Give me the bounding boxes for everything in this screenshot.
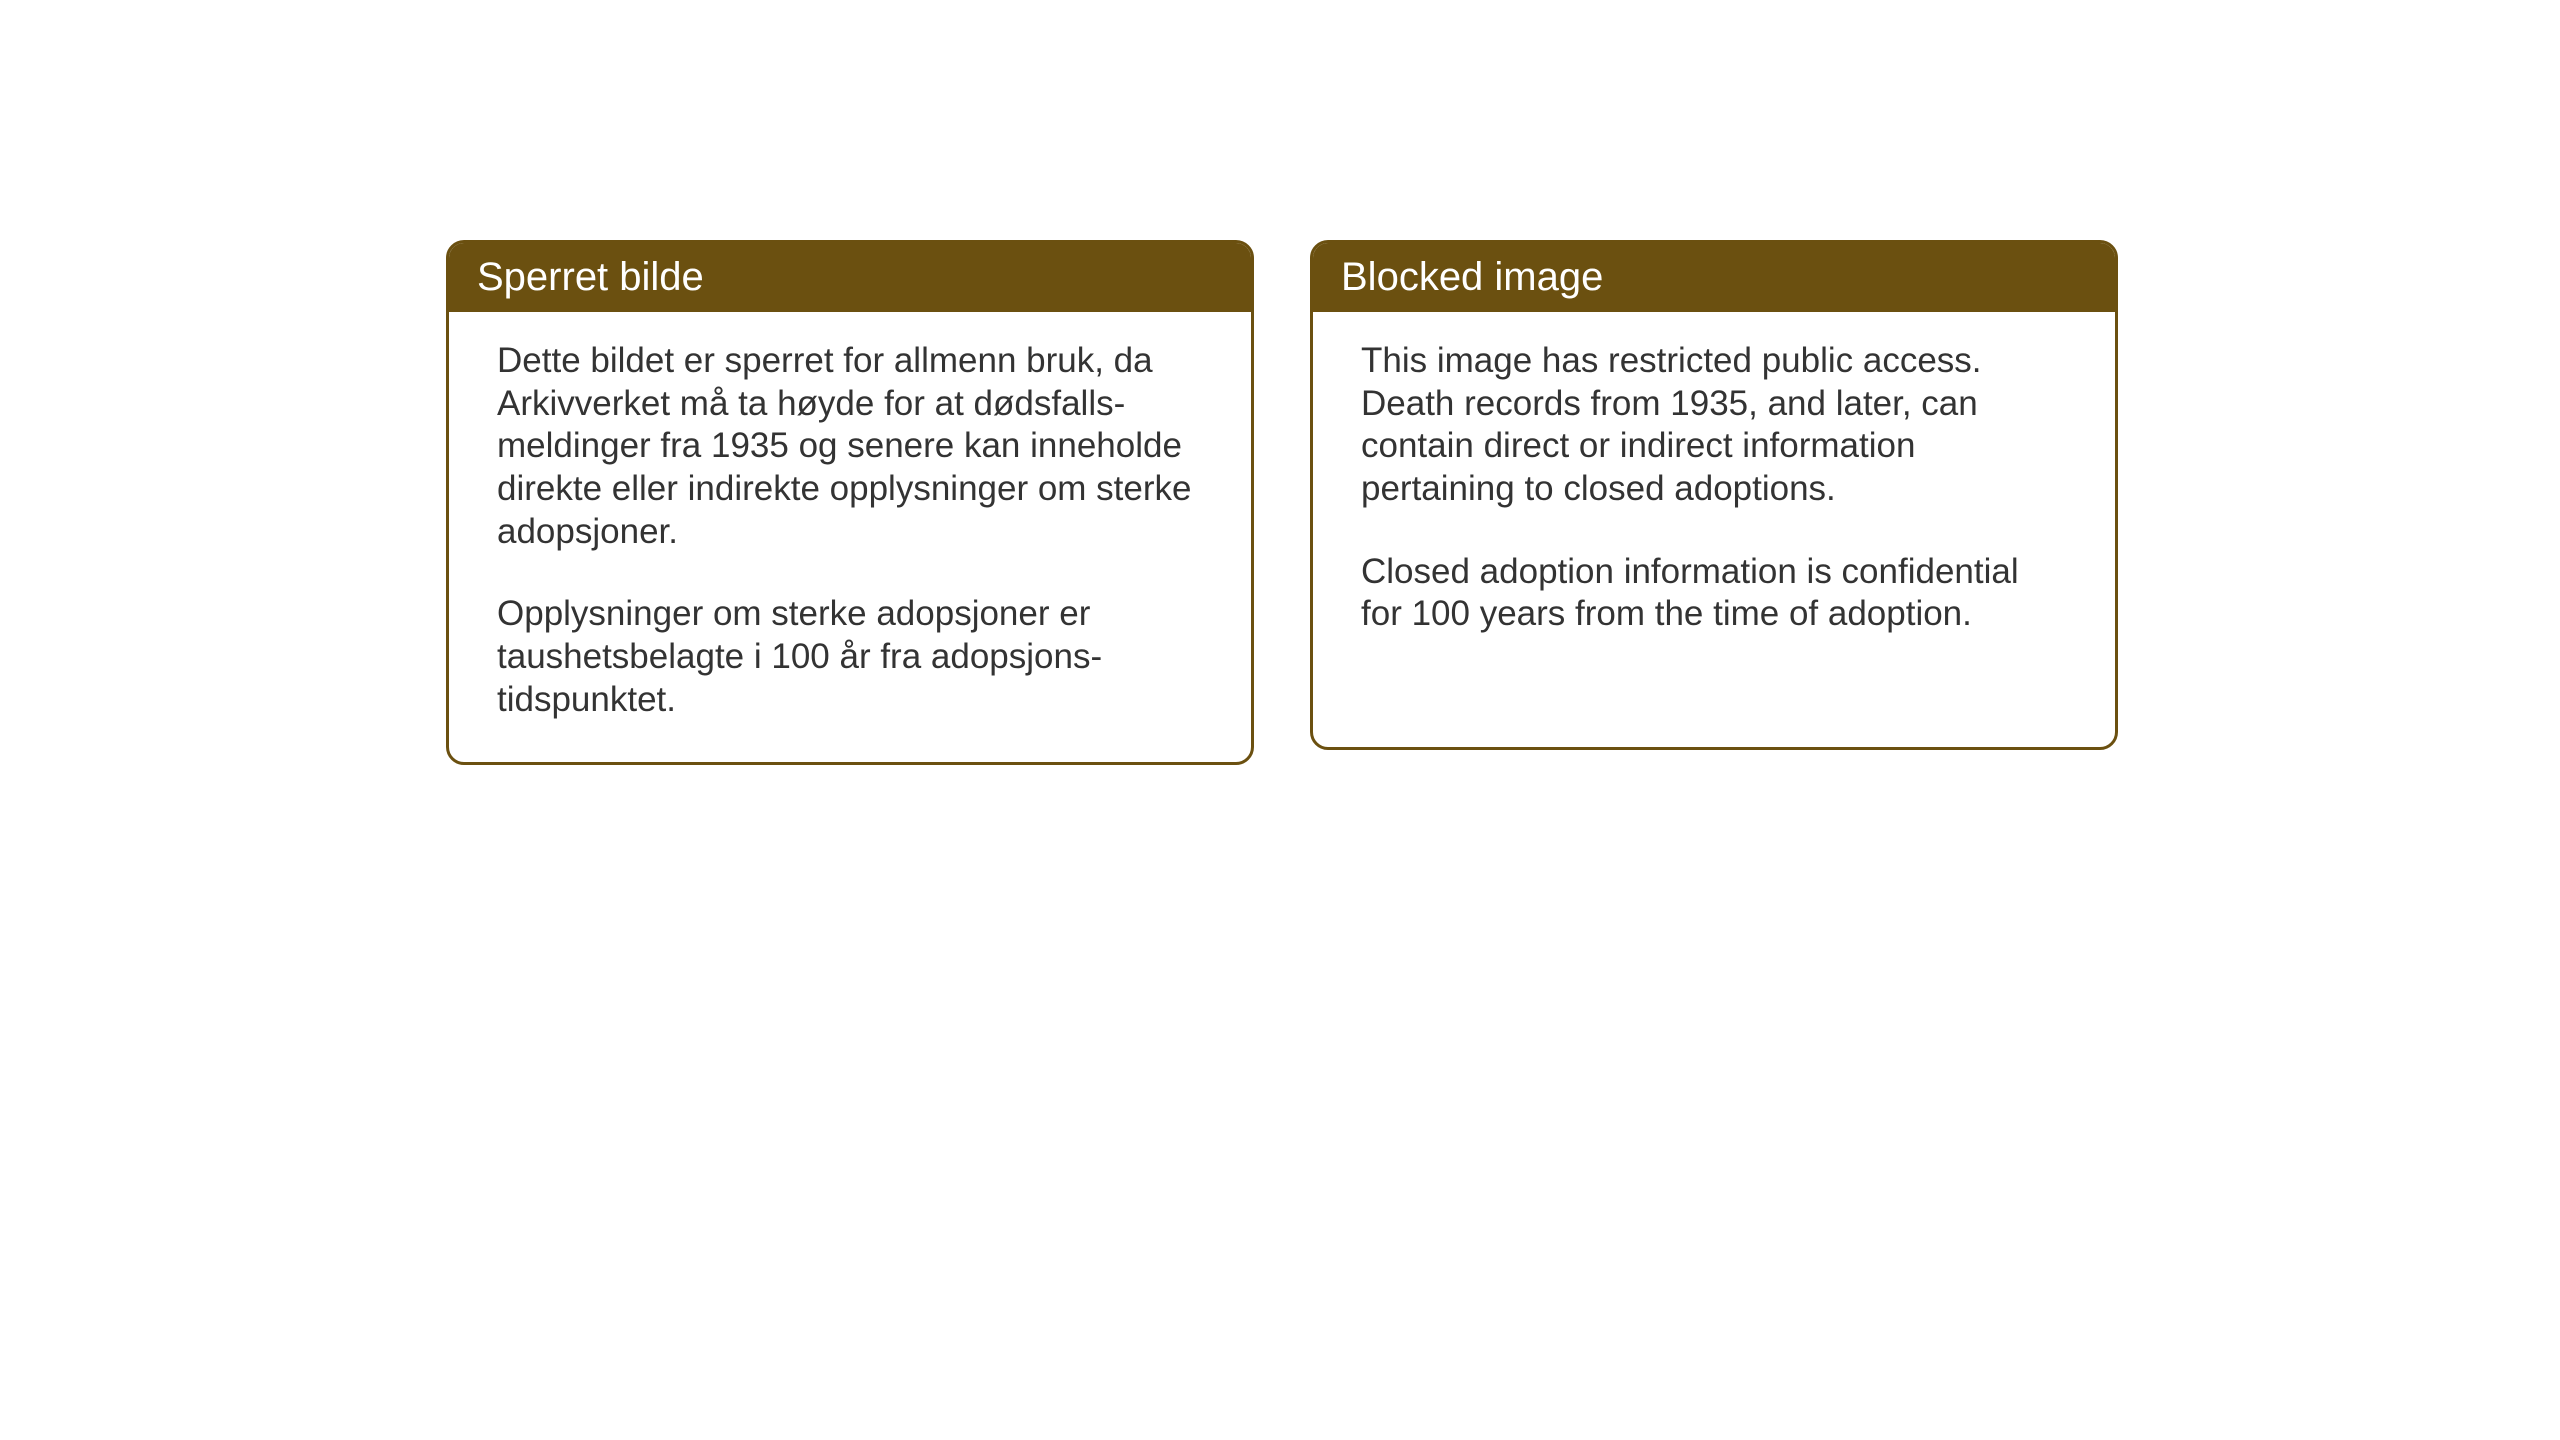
notice-card-english: Blocked image This image has restricted … bbox=[1310, 240, 2118, 750]
notice-body-norwegian: Dette bildet er sperret for allmenn bruk… bbox=[449, 312, 1251, 762]
notice-header-norwegian: Sperret bilde bbox=[449, 243, 1251, 312]
notice-title-norwegian: Sperret bilde bbox=[477, 255, 704, 299]
notice-card-norwegian: Sperret bilde Dette bildet er sperret fo… bbox=[446, 240, 1254, 765]
notice-body-english: This image has restricted public access.… bbox=[1313, 312, 2115, 676]
notice-container: Sperret bilde Dette bildet er sperret fo… bbox=[0, 0, 2560, 765]
notice-paragraph-2-norwegian: Opplysninger om sterke adopsjoner er tau… bbox=[497, 593, 1203, 721]
notice-title-english: Blocked image bbox=[1341, 255, 1603, 299]
notice-paragraph-1-english: This image has restricted public access.… bbox=[1361, 340, 2067, 511]
notice-paragraph-1-norwegian: Dette bildet er sperret for allmenn bruk… bbox=[497, 340, 1203, 553]
notice-header-english: Blocked image bbox=[1313, 243, 2115, 312]
notice-paragraph-2-english: Closed adoption information is confident… bbox=[1361, 551, 2067, 636]
